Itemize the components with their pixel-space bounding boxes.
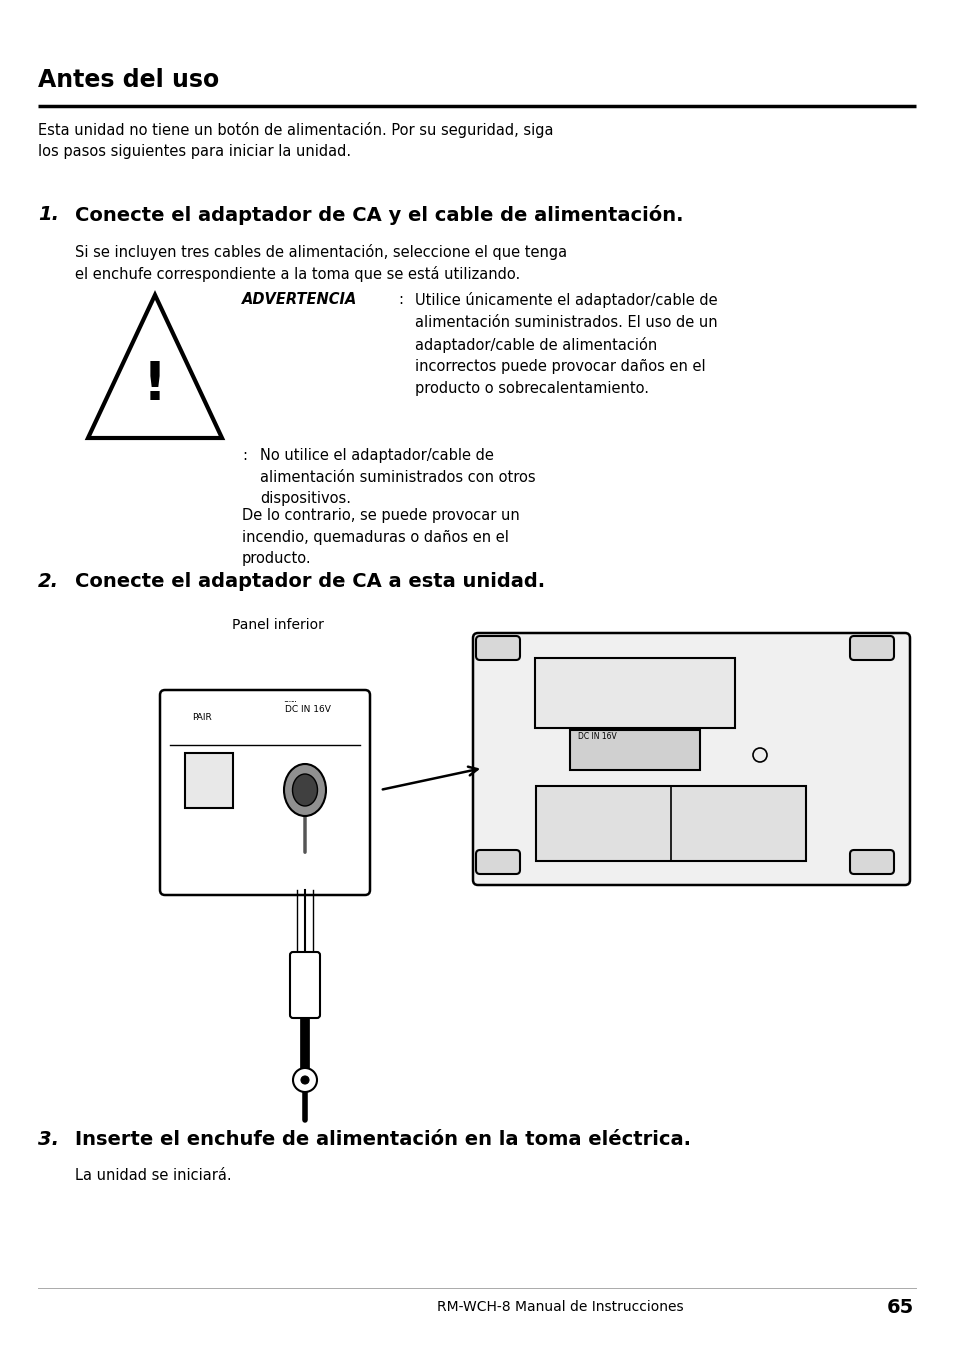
Text: Conecte el adaptador de CA y el cable de alimentación.: Conecte el adaptador de CA y el cable de… [75, 204, 682, 225]
FancyBboxPatch shape [849, 636, 893, 660]
Text: RM-WCH-8 Manual de Instrucciones: RM-WCH-8 Manual de Instrucciones [436, 1301, 682, 1314]
Text: Utilice únicamente el adaptador/cable de
alimentación suministrados. El uso de u: Utilice únicamente el adaptador/cable de… [415, 292, 717, 395]
Text: No utilice el adaptador/cable de
alimentación suministrados con otros
dispositiv: No utilice el adaptador/cable de aliment… [260, 448, 535, 506]
Text: La unidad se iniciará.: La unidad se iniciará. [75, 1167, 232, 1184]
Text: ⋅-⋅-⋅: ⋅-⋅-⋅ [283, 697, 296, 706]
FancyBboxPatch shape [476, 636, 519, 660]
Circle shape [293, 1068, 316, 1092]
Text: :: : [397, 292, 402, 307]
Text: ADVERTENCIA: ADVERTENCIA [242, 292, 357, 307]
Ellipse shape [284, 764, 326, 816]
Text: De lo contrario, se puede provocar un
incendio, quemaduras o daños en el
product: De lo contrario, se puede provocar un in… [242, 508, 519, 566]
Text: Español: Español [921, 757, 933, 810]
FancyBboxPatch shape [569, 730, 700, 769]
Circle shape [301, 1076, 309, 1084]
Text: DC IN 16V: DC IN 16V [578, 732, 616, 741]
Text: Esta unidad no tiene un botón de alimentación. Por su seguridad, siga
los pasos : Esta unidad no tiene un botón de aliment… [38, 122, 553, 159]
Text: 1.: 1. [38, 204, 59, 225]
Text: 2.: 2. [38, 572, 59, 590]
Text: :: : [242, 448, 247, 463]
Text: Panel inferior: Panel inferior [232, 617, 323, 632]
Text: Inserte el enchufe de alimentación en la toma eléctrica.: Inserte el enchufe de alimentación en la… [75, 1130, 690, 1149]
Text: Si se incluyen tres cables de alimentación, seleccione el que tenga
el enchufe c: Si se incluyen tres cables de alimentaci… [75, 243, 566, 282]
Text: Antes del uso: Antes del uso [38, 69, 219, 91]
Text: 3.: 3. [38, 1130, 59, 1149]
FancyBboxPatch shape [473, 633, 909, 885]
Ellipse shape [293, 773, 317, 806]
FancyBboxPatch shape [535, 658, 734, 728]
FancyBboxPatch shape [849, 850, 893, 874]
Text: PAIR: PAIR [192, 713, 212, 722]
FancyBboxPatch shape [536, 785, 805, 861]
Text: DC IN 16V: DC IN 16V [285, 705, 331, 714]
Text: Conecte el adaptador de CA a esta unidad.: Conecte el adaptador de CA a esta unidad… [75, 572, 544, 590]
FancyBboxPatch shape [185, 753, 233, 808]
FancyBboxPatch shape [476, 850, 519, 874]
Text: !: ! [143, 359, 167, 412]
Text: 65: 65 [885, 1298, 913, 1317]
FancyBboxPatch shape [160, 690, 370, 894]
FancyBboxPatch shape [290, 952, 319, 1018]
